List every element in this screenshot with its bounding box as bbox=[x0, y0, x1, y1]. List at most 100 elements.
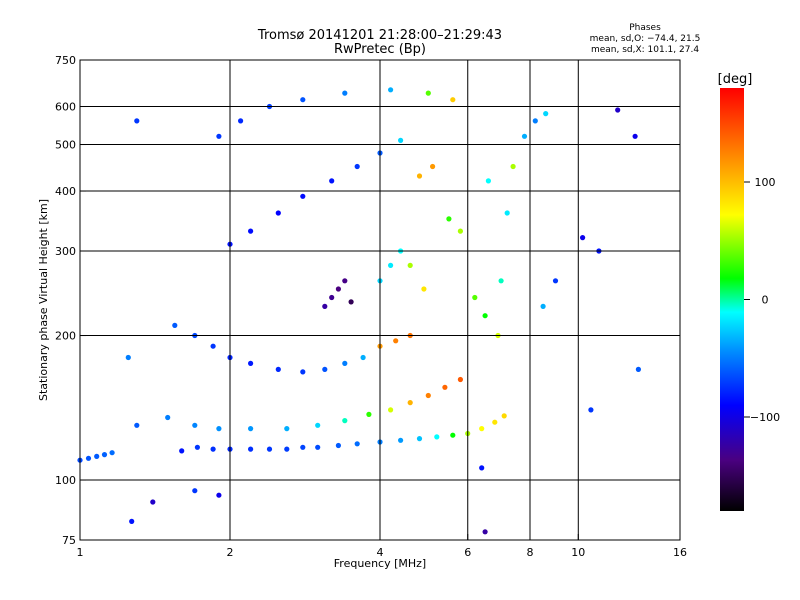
data-point-0-57 bbox=[398, 137, 404, 143]
data-point-0-74 bbox=[388, 262, 394, 268]
data-point-0-42 bbox=[275, 366, 281, 372]
colorbar-tick-label-2: −100 bbox=[750, 411, 780, 424]
data-point-0-8 bbox=[248, 446, 254, 452]
data-point-0-23 bbox=[501, 413, 507, 419]
data-point-0-44 bbox=[322, 366, 328, 372]
data-point-0-55 bbox=[354, 163, 360, 170]
x-tick-label-10: 10 bbox=[571, 546, 585, 559]
grid-lines bbox=[80, 60, 680, 540]
data-point-0-69 bbox=[329, 294, 335, 301]
x-tick-label-2: 2 bbox=[227, 546, 234, 559]
y-axis-label: Stationary phase Virtual Height [km] bbox=[37, 199, 50, 401]
y-tick-label-600: 600 bbox=[55, 101, 76, 114]
data-point-0-100 bbox=[134, 118, 140, 124]
data-point-0-41 bbox=[248, 360, 254, 366]
data-point-0-10 bbox=[284, 446, 290, 452]
data-point-0-90 bbox=[615, 107, 621, 113]
data-point-0-53 bbox=[300, 193, 306, 199]
data-point-0-13 bbox=[335, 442, 341, 449]
data-point-0-16 bbox=[398, 437, 404, 443]
data-point-0-66 bbox=[425, 90, 431, 96]
data-point-0-6 bbox=[210, 446, 216, 452]
data-point-0-107 bbox=[482, 529, 488, 535]
data-point-0-59 bbox=[430, 163, 436, 170]
y-tick-label-500: 500 bbox=[55, 139, 76, 152]
data-point-0-9 bbox=[266, 446, 273, 452]
data-point-0-33 bbox=[407, 400, 413, 406]
data-point-0-31 bbox=[366, 411, 372, 417]
y-axis: 75 100 200 300 400 500 600 750 bbox=[55, 54, 86, 547]
data-point-0-52 bbox=[275, 210, 281, 216]
data-point-0-35 bbox=[442, 384, 448, 390]
y-tick-label-100: 100 bbox=[55, 474, 76, 487]
data-point-0-63 bbox=[300, 97, 306, 103]
data-point-0-91 bbox=[632, 133, 638, 139]
data-point-0-28 bbox=[284, 426, 290, 432]
data-point-0-84 bbox=[521, 133, 528, 139]
data-point-0-106 bbox=[479, 465, 485, 471]
data-point-0-37 bbox=[172, 322, 178, 328]
data-point-0-22 bbox=[492, 419, 498, 425]
data-point-0-93 bbox=[588, 407, 594, 413]
data-point-0-18 bbox=[434, 434, 440, 440]
data-point-0-85 bbox=[532, 118, 538, 124]
data-point-0-58 bbox=[416, 173, 423, 179]
data-point-0-87 bbox=[552, 278, 559, 284]
data-point-0-51 bbox=[248, 228, 254, 234]
data-point-0-12 bbox=[315, 444, 321, 450]
data-point-0-11 bbox=[300, 444, 306, 450]
data-point-0-81 bbox=[482, 313, 488, 319]
x-tick-label-16: 16 bbox=[673, 546, 687, 559]
data-point-0-17 bbox=[416, 436, 423, 442]
data-point-0-94 bbox=[540, 303, 546, 309]
data-point-0-102 bbox=[179, 448, 185, 454]
colorbar-tick-label-0: 100 bbox=[755, 176, 776, 189]
colorbar-tick-label-1: 0 bbox=[762, 294, 769, 307]
data-point-0-26 bbox=[216, 426, 222, 432]
data-point-0-2 bbox=[94, 453, 100, 459]
data-point-0-77 bbox=[421, 286, 427, 292]
data-point-0-60 bbox=[216, 133, 222, 139]
y-tick-label-750: 750 bbox=[55, 54, 76, 67]
y-tick-label-75: 75 bbox=[62, 534, 76, 547]
data-point-0-36 bbox=[457, 376, 463, 383]
y-tick-label-400: 400 bbox=[55, 185, 76, 198]
data-point-0-83 bbox=[504, 210, 510, 216]
data-point-0-64 bbox=[342, 90, 348, 96]
data-point-0-78 bbox=[446, 216, 452, 222]
x-tick-label-6: 6 bbox=[464, 546, 471, 559]
data-point-0-95 bbox=[485, 178, 491, 184]
data-point-0-105 bbox=[129, 518, 135, 525]
data-point-0-21 bbox=[479, 426, 485, 432]
data-point-0-29 bbox=[315, 422, 321, 428]
chart-subtitle: RwPretec (Bp) bbox=[334, 42, 426, 57]
data-point-0-14 bbox=[354, 441, 360, 447]
data-point-0-39 bbox=[210, 343, 216, 349]
data-point-0-101 bbox=[150, 499, 156, 505]
x-tick-label-1: 1 bbox=[77, 546, 84, 559]
data-point-0-1 bbox=[85, 455, 92, 461]
data-point-0-68 bbox=[322, 303, 328, 309]
x-axis-label: Frequency [MHz] bbox=[334, 557, 426, 570]
phase-stats-x: mean, sd,X: 101.1, 27.4 bbox=[591, 45, 699, 55]
data-point-0-48 bbox=[393, 338, 399, 344]
data-point-0-104 bbox=[216, 492, 222, 498]
x-tick-label-4: 4 bbox=[377, 546, 384, 559]
data-point-0-71 bbox=[342, 278, 348, 284]
data-point-0-76 bbox=[407, 262, 413, 268]
data-point-0-96 bbox=[510, 163, 516, 170]
data-point-0-61 bbox=[238, 118, 244, 124]
data-point-0-34 bbox=[425, 392, 431, 399]
data-point-0-103 bbox=[192, 488, 198, 494]
phase-stats-title: Phases bbox=[629, 23, 661, 33]
data-point-0-54 bbox=[329, 178, 335, 184]
data-point-0-43 bbox=[300, 369, 306, 375]
data-point-0-19 bbox=[450, 432, 456, 438]
chart-title: Tromsø 20141201 21:28:00–21:29:43 bbox=[257, 28, 502, 43]
data-point-0-46 bbox=[360, 354, 366, 361]
x-tick-label-8: 8 bbox=[527, 546, 534, 559]
data-point-0-24 bbox=[165, 414, 171, 421]
data-point-0-5 bbox=[194, 444, 200, 450]
colorbar bbox=[720, 88, 744, 511]
